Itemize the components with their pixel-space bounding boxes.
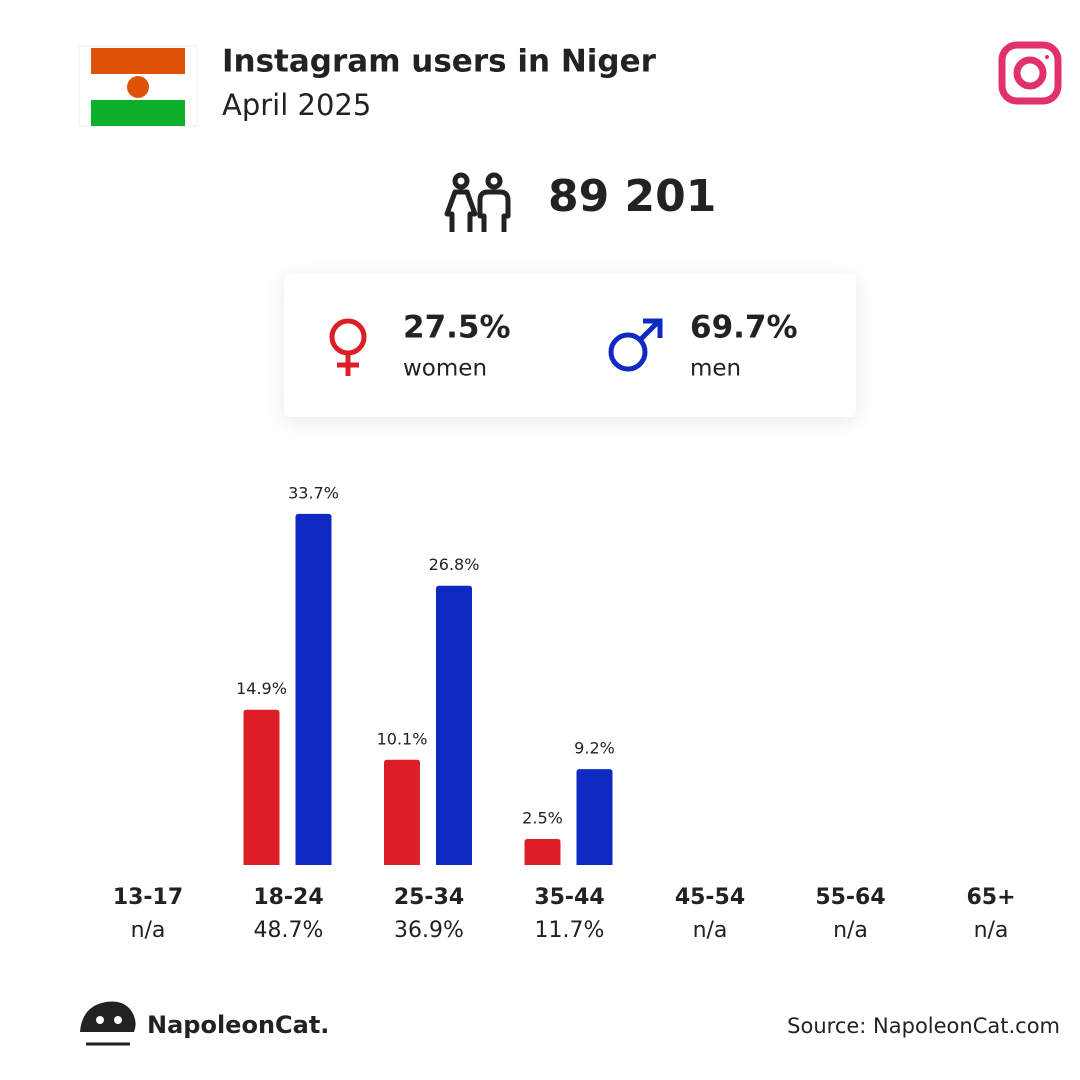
total-label: 11.7% bbox=[535, 918, 605, 943]
x-tick-label: 45-54 bbox=[675, 885, 745, 910]
x-tick-label: 65+ bbox=[966, 885, 1015, 910]
x-tick-label: 55-64 bbox=[815, 885, 885, 910]
bar bbox=[295, 513, 332, 865]
men-caption: men bbox=[690, 356, 741, 382]
male-icon bbox=[608, 318, 663, 372]
flag bbox=[78, 45, 198, 127]
source: Source: NapoleonCat.com bbox=[787, 1014, 1060, 1038]
total-label: n/a bbox=[974, 918, 1009, 943]
value-label: 2.5% bbox=[522, 808, 563, 827]
total-users: 89 201 bbox=[548, 171, 716, 222]
total-label: n/a bbox=[131, 918, 166, 943]
bar bbox=[524, 838, 561, 865]
gender-card bbox=[284, 274, 856, 417]
people-icon bbox=[444, 172, 511, 232]
men-share: 69.7% bbox=[690, 310, 798, 346]
total-label: 48.7% bbox=[254, 918, 324, 943]
bar bbox=[243, 709, 280, 865]
bar bbox=[576, 769, 613, 865]
bar bbox=[384, 759, 420, 865]
women-share: 27.5% bbox=[403, 310, 511, 346]
x-tick-label: 18-24 bbox=[253, 885, 323, 910]
value-label: 9.2% bbox=[574, 739, 615, 758]
napoleoncat-logo bbox=[80, 1001, 136, 1046]
value-label: 10.1% bbox=[377, 729, 428, 748]
total-label: 36.9% bbox=[394, 918, 464, 943]
title: Instagram users in Niger bbox=[222, 44, 657, 80]
value-label: 26.8% bbox=[429, 555, 480, 574]
total-label: n/a bbox=[833, 918, 868, 943]
women-caption: women bbox=[403, 356, 487, 382]
x-tick-label: 25-34 bbox=[394, 885, 464, 910]
total-label: n/a bbox=[693, 918, 728, 943]
subtitle: April 2025 bbox=[222, 88, 371, 122]
female-icon bbox=[329, 318, 367, 376]
value-label: 33.7% bbox=[288, 483, 339, 502]
x-tick-label: 13-17 bbox=[113, 885, 183, 910]
bar bbox=[436, 585, 472, 865]
x-tick-label: 35-44 bbox=[534, 885, 604, 910]
bar-chart: 13-17 n/a 18-24 48.7% 14.9% 33.7% 25-34 36.9% 10… bbox=[113, 483, 1016, 943]
brand: NapoleonCat. bbox=[147, 1011, 329, 1039]
instagram-icon bbox=[998, 41, 1062, 105]
value-label: 14.9% bbox=[236, 679, 287, 698]
